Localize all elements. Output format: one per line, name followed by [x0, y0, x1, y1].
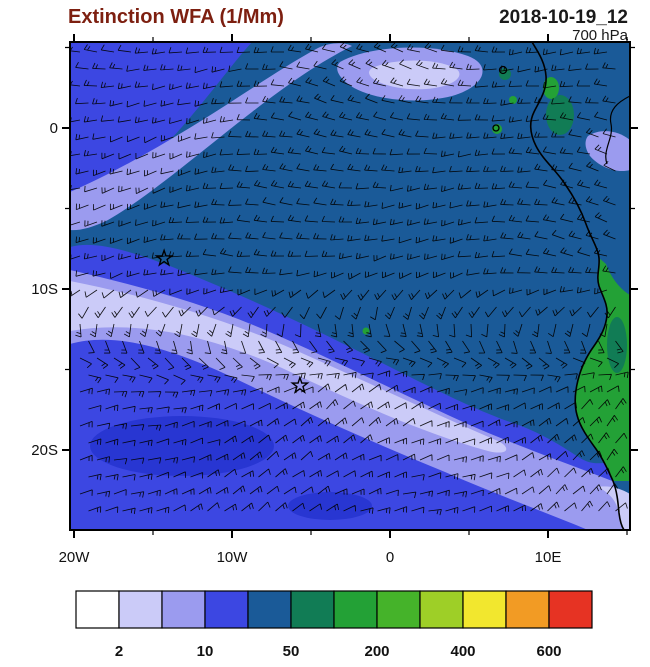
island-green-2	[492, 124, 502, 134]
colorbar-label: 600	[536, 643, 561, 660]
colorbar-cell-12	[548, 590, 593, 629]
x-axis-label: 10E	[535, 549, 562, 566]
coastal-green-strip	[575, 258, 630, 481]
axis-labels: 0 10S 20S 20W 10W 0 10E	[31, 120, 561, 566]
north-land-green-2	[543, 77, 559, 99]
x-axis-label: 10W	[217, 549, 249, 566]
y-axis-label: 10S	[31, 281, 58, 298]
colorbar-cell-2	[118, 590, 163, 629]
colorbar-cell-11	[505, 590, 550, 629]
bottommid-dark-ellipse	[288, 492, 372, 520]
colorbar-label: 400	[450, 643, 475, 660]
colorbar-cell-8	[376, 590, 421, 629]
y-axis-label: 20S	[31, 442, 58, 459]
colorbar-cell-10	[462, 590, 507, 629]
wind-barbs	[70, 42, 629, 516]
colorbar-label: 2	[115, 643, 123, 660]
island-green-3	[509, 96, 517, 104]
colorbar-cell-3	[161, 590, 206, 629]
star-marker	[290, 375, 310, 394]
colorbar-cell-5	[247, 590, 292, 629]
minor-ticks	[65, 37, 635, 535]
figure-datetime: 2018-10-19_12	[499, 7, 628, 28]
bottomright-light-patch	[598, 486, 630, 530]
diagonal-band-core	[70, 281, 507, 453]
star-markers-layer	[154, 248, 310, 394]
x-axis-label: 20W	[59, 549, 91, 566]
lowerleft-dark-ellipse	[90, 416, 274, 476]
pressure-level-label: 700 hPa	[572, 27, 629, 44]
colorbar-cell-9	[419, 590, 464, 629]
colorbar-cell-6	[290, 590, 335, 629]
colorbar-cell-4	[204, 590, 249, 629]
colorbar-label: 50	[283, 643, 300, 660]
star-marker	[154, 248, 174, 267]
major-ticks	[62, 34, 638, 538]
y-axis-label: 0	[50, 120, 58, 137]
colorbar-label: 200	[364, 643, 389, 660]
colorbar-cell-1	[75, 590, 120, 629]
dark-extinction-core	[70, 42, 630, 464]
colorbar-label: 10	[197, 643, 214, 660]
coastal-teal-blob	[607, 317, 627, 373]
topleft-light-band	[70, 43, 352, 231]
country-border	[605, 95, 630, 165]
x-axis-label: 0	[386, 549, 394, 566]
coastline	[530, 42, 625, 530]
wind-barbs-layer	[70, 42, 629, 516]
contour-fill-regions	[70, 42, 630, 530]
north-land-green-1	[546, 95, 574, 135]
topright-light-patch	[585, 131, 630, 172]
coastline-layer	[492, 42, 630, 530]
colorbar: 2 10 50 200 400 600	[75, 590, 593, 660]
island-outline	[492, 124, 500, 132]
colorbar-cell-7	[333, 590, 378, 629]
figure-title: Extinction WFA (1/Mm)	[68, 6, 284, 28]
axis-ticks	[62, 34, 638, 538]
map-frame	[69, 41, 631, 531]
